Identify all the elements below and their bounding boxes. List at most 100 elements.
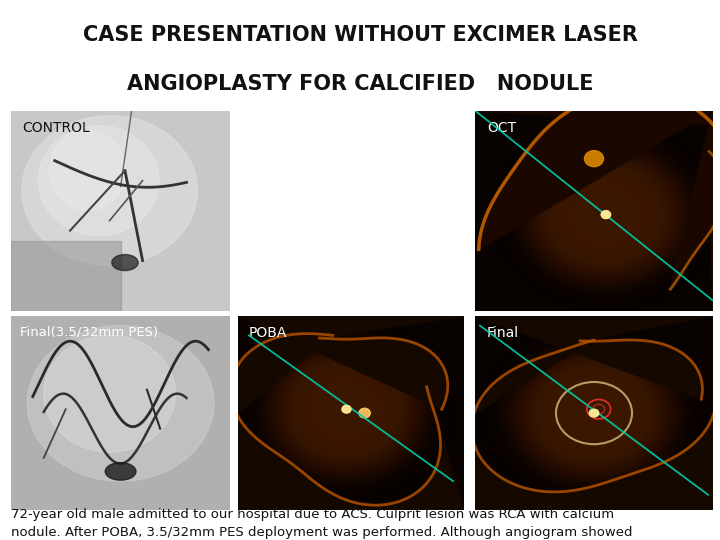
Circle shape — [279, 351, 414, 467]
Text: CASE PRESENTATION WITHOUT EXCIMER LASER: CASE PRESENTATION WITHOUT EXCIMER LASER — [83, 24, 637, 45]
Circle shape — [338, 402, 355, 417]
Circle shape — [592, 411, 596, 415]
Circle shape — [590, 201, 622, 228]
Circle shape — [589, 409, 599, 417]
Circle shape — [581, 403, 607, 423]
Circle shape — [531, 152, 680, 277]
Circle shape — [496, 333, 692, 494]
Circle shape — [537, 366, 651, 460]
Circle shape — [557, 383, 631, 443]
Circle shape — [576, 190, 636, 240]
Text: Final: Final — [487, 326, 519, 340]
Circle shape — [585, 406, 603, 421]
Circle shape — [253, 329, 440, 490]
Polygon shape — [475, 92, 713, 249]
Polygon shape — [472, 340, 716, 510]
Circle shape — [292, 362, 401, 456]
Circle shape — [272, 346, 420, 473]
Circle shape — [503, 339, 685, 488]
Circle shape — [578, 400, 610, 426]
Circle shape — [331, 396, 362, 422]
Circle shape — [585, 151, 603, 167]
Circle shape — [342, 406, 351, 413]
Circle shape — [539, 158, 673, 271]
Circle shape — [545, 164, 667, 266]
Circle shape — [256, 332, 437, 487]
Circle shape — [562, 178, 649, 251]
Circle shape — [282, 354, 411, 464]
Circle shape — [312, 379, 382, 439]
Ellipse shape — [49, 131, 126, 211]
Circle shape — [334, 399, 359, 420]
Circle shape — [302, 371, 391, 448]
Circle shape — [328, 393, 365, 425]
Ellipse shape — [112, 254, 138, 271]
Circle shape — [523, 355, 665, 471]
Circle shape — [551, 377, 637, 449]
Circle shape — [526, 358, 662, 468]
Circle shape — [315, 382, 378, 436]
Circle shape — [508, 132, 704, 297]
Circle shape — [518, 140, 694, 288]
Circle shape — [325, 390, 369, 428]
Circle shape — [566, 181, 646, 248]
Polygon shape — [670, 111, 720, 310]
Circle shape — [499, 335, 689, 491]
Circle shape — [583, 195, 629, 234]
Circle shape — [597, 207, 615, 222]
Circle shape — [567, 392, 621, 435]
Circle shape — [603, 213, 608, 217]
Polygon shape — [475, 316, 713, 399]
Circle shape — [525, 146, 687, 283]
Ellipse shape — [27, 326, 214, 481]
Circle shape — [561, 386, 627, 440]
Circle shape — [542, 161, 670, 268]
Circle shape — [359, 408, 370, 418]
Circle shape — [528, 149, 683, 280]
Circle shape — [540, 369, 648, 457]
Circle shape — [572, 187, 639, 242]
Circle shape — [295, 365, 397, 453]
Circle shape — [535, 155, 677, 274]
Ellipse shape — [105, 463, 136, 480]
Text: POBA: POBA — [249, 326, 287, 340]
Text: Final(3.5/32mm PES): Final(3.5/32mm PES) — [19, 326, 158, 339]
Circle shape — [308, 376, 384, 442]
Polygon shape — [238, 316, 464, 409]
Circle shape — [556, 172, 656, 257]
Circle shape — [554, 380, 634, 446]
Polygon shape — [231, 334, 464, 510]
Circle shape — [285, 357, 408, 462]
Circle shape — [600, 210, 612, 219]
Circle shape — [513, 347, 675, 480]
Circle shape — [588, 408, 600, 418]
Circle shape — [534, 363, 654, 463]
Circle shape — [593, 204, 618, 225]
Circle shape — [298, 368, 395, 450]
Circle shape — [559, 175, 653, 254]
Circle shape — [570, 184, 642, 245]
Circle shape — [530, 361, 658, 465]
Ellipse shape — [38, 126, 159, 235]
Circle shape — [318, 385, 375, 434]
Circle shape — [544, 372, 644, 454]
Circle shape — [269, 343, 424, 476]
Circle shape — [516, 349, 672, 477]
Circle shape — [266, 340, 427, 478]
Circle shape — [552, 170, 660, 260]
Text: ANGIOPLASTY FOR CALCIFIED   NODULE: ANGIOPLASTY FOR CALCIFIED NODULE — [127, 74, 593, 94]
Circle shape — [263, 337, 431, 481]
Circle shape — [321, 388, 372, 431]
Circle shape — [586, 198, 626, 231]
Circle shape — [520, 352, 668, 474]
Circle shape — [341, 404, 352, 414]
Circle shape — [246, 323, 447, 495]
Circle shape — [511, 135, 701, 294]
Ellipse shape — [22, 116, 197, 266]
Circle shape — [521, 144, 690, 286]
Circle shape — [549, 166, 663, 262]
Circle shape — [489, 327, 699, 499]
Circle shape — [601, 211, 611, 219]
Circle shape — [344, 407, 348, 411]
Circle shape — [547, 375, 641, 451]
